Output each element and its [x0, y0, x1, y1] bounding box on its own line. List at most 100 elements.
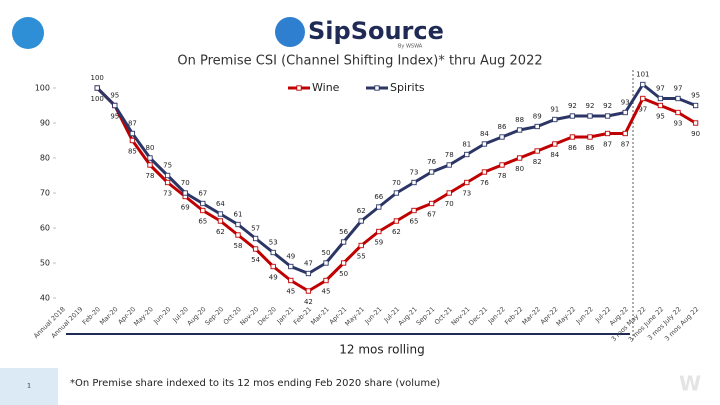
legend-label: Spirits — [390, 81, 425, 94]
data-label: 90 — [691, 130, 700, 138]
point — [182, 190, 188, 196]
point — [147, 155, 153, 161]
data-label: 95 — [110, 113, 119, 121]
point — [252, 246, 259, 252]
legend-marker — [296, 85, 302, 91]
data-label: 86 — [568, 144, 577, 152]
point — [217, 211, 224, 217]
footnote: *On Premise share indexed to its 12 mos … — [70, 378, 440, 389]
point — [552, 141, 558, 147]
data-label: 62 — [392, 228, 401, 236]
data-label: 95 — [110, 92, 119, 100]
point — [481, 141, 488, 147]
point — [376, 204, 382, 210]
point — [604, 130, 611, 137]
data-label: 62 — [216, 228, 225, 236]
point — [428, 169, 435, 175]
point — [499, 134, 505, 140]
point — [569, 134, 576, 140]
data-label: 88 — [515, 116, 524, 124]
point — [464, 151, 470, 158]
data-label: 56 — [339, 228, 348, 236]
logo-icon — [275, 17, 305, 47]
data-label: 100 — [91, 74, 104, 82]
point — [358, 218, 364, 224]
point — [200, 200, 206, 207]
data-label: 93 — [621, 99, 630, 107]
point — [569, 113, 576, 119]
point — [411, 207, 417, 214]
data-label: 47 — [304, 260, 313, 268]
point — [516, 127, 523, 133]
point — [288, 263, 294, 270]
point — [235, 221, 241, 228]
point — [358, 242, 364, 249]
point — [288, 277, 294, 284]
data-label: 69 — [181, 204, 190, 212]
data-label: 70 — [181, 179, 190, 187]
point — [675, 95, 681, 102]
data-label: 78 — [498, 172, 507, 180]
point — [376, 228, 382, 235]
y-tick-label: 60 — [40, 224, 50, 233]
point — [252, 235, 259, 242]
data-label: 92 — [603, 102, 612, 110]
y-tick-label: 50 — [40, 259, 50, 268]
data-label: 84 — [550, 151, 559, 159]
data-label: 80 — [146, 144, 155, 152]
data-label: 42 — [304, 298, 313, 306]
data-label: 49 — [286, 253, 295, 261]
point — [481, 169, 488, 175]
point — [692, 102, 699, 109]
y-tick-label: 40 — [40, 294, 50, 303]
data-label: 65 — [198, 218, 207, 226]
point — [393, 190, 400, 196]
data-label: 62 — [357, 207, 366, 215]
point — [411, 179, 417, 186]
data-label: 82 — [533, 158, 542, 166]
point — [534, 148, 540, 154]
data-label: 67 — [427, 211, 436, 219]
data-label: 101 — [636, 71, 649, 79]
data-label: 92 — [586, 102, 595, 110]
point — [164, 179, 171, 186]
point — [340, 239, 347, 245]
legend-marker — [374, 85, 380, 91]
data-label: 45 — [322, 288, 331, 296]
point — [305, 270, 312, 277]
data-label: 64 — [216, 200, 225, 208]
data-label: 73 — [410, 169, 419, 177]
y-tick-label: 100 — [35, 84, 50, 93]
point — [446, 190, 452, 196]
point — [393, 218, 400, 224]
point — [217, 218, 224, 224]
point — [552, 116, 558, 123]
y-tick-label: 90 — [40, 119, 50, 128]
data-label: 87 — [603, 141, 612, 149]
y-tick-label: 80 — [40, 154, 50, 163]
logo-text: SipSource — [308, 17, 444, 45]
data-label: 45 — [286, 288, 295, 296]
data-label: 66 — [374, 193, 383, 201]
data-label: 78 — [146, 172, 155, 180]
point — [112, 102, 118, 109]
point — [305, 288, 312, 294]
data-label: 73 — [163, 190, 172, 198]
data-label: 70 — [445, 200, 454, 208]
data-label: 97 — [638, 106, 647, 114]
data-label: 70 — [392, 179, 401, 187]
slide-number: 1 — [27, 383, 31, 390]
point — [587, 134, 593, 140]
point — [270, 263, 276, 270]
point — [129, 137, 136, 144]
data-label: 55 — [357, 253, 366, 261]
point — [640, 81, 646, 88]
data-label: 57 — [251, 225, 260, 233]
data-label: 59 — [374, 239, 383, 247]
point — [692, 120, 699, 126]
point — [164, 172, 171, 179]
data-label: 76 — [480, 179, 489, 187]
point — [147, 162, 153, 168]
data-label: 95 — [656, 113, 665, 121]
